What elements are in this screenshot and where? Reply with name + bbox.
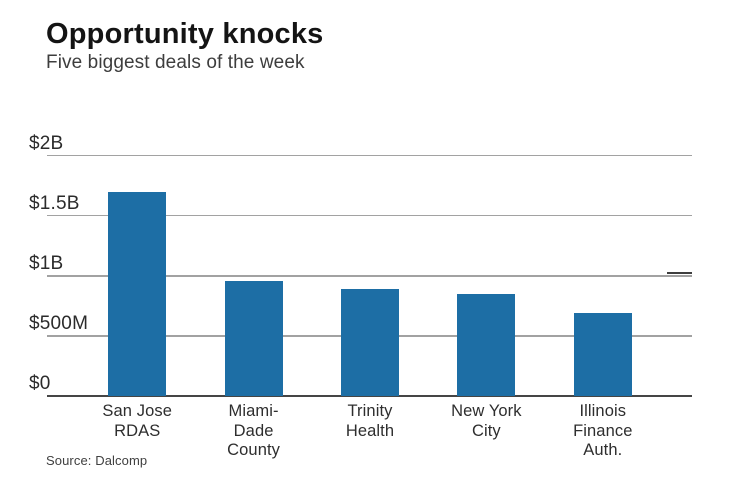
y-axis-tick-label: $1.5B — [29, 192, 80, 214]
source-note: Source: Dalcomp — [46, 453, 148, 468]
x-axis-tick-label-line: Miami- — [228, 402, 279, 420]
x-axis-tick-label-line: County — [227, 441, 281, 459]
x-axis-tick-label-line: Trinity — [347, 402, 393, 420]
bar — [224, 280, 283, 396]
y-axis-tick-label: $2B — [29, 132, 64, 154]
chart-header: Opportunity knocks Five biggest deals of… — [46, 18, 324, 74]
y-axis-tick-label: $1B — [29, 252, 64, 274]
x-axis-tick-label: Miami- Dade County — [195, 402, 311, 461]
x-axis-tick-label-line: City — [471, 421, 501, 440]
x-axis-line — [47, 395, 692, 397]
gridline — [47, 275, 692, 277]
bar — [108, 191, 167, 396]
x-axis-tick-label-line: Illinois — [579, 402, 627, 420]
gridline — [47, 214, 692, 217]
chart-title: Opportunity knocks — [46, 18, 324, 50]
x-axis-tick-label: Trinity Health — [312, 402, 428, 441]
y-axis-tick-label: $500M — [29, 312, 89, 334]
bar — [573, 313, 632, 396]
bar — [457, 293, 516, 396]
x-axis-tick-label-line: Auth. — [583, 441, 623, 459]
x-axis-tick-label-line: Dade — [233, 421, 274, 440]
x-axis-tick-label-line: Health — [345, 421, 395, 440]
chart-subtitle: Five biggest deals of the week — [46, 52, 305, 74]
gridline-dark-segment — [667, 272, 692, 274]
x-axis-tick-label: San Jose RDAS — [79, 402, 195, 441]
x-axis-tick-label-line: RDAS — [114, 421, 161, 440]
x-axis-tick-label-line: New York — [451, 402, 522, 420]
x-axis-tick-label: New York City — [428, 402, 544, 441]
x-axis-tick-label: Illinois Finance Auth. — [545, 402, 661, 461]
bar — [341, 288, 399, 396]
y-axis-tick-label: $0 — [29, 373, 51, 394]
gridline — [47, 154, 692, 157]
x-axis-tick-label-line: San Jose — [102, 402, 172, 420]
x-axis-tick-label-line: Finance — [573, 421, 633, 440]
